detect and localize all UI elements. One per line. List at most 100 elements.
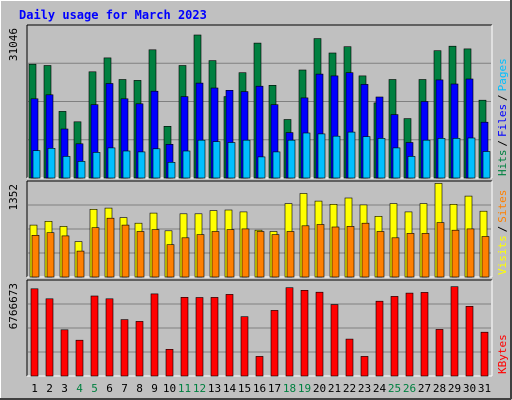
bar-sites-day-31 [481, 236, 490, 278]
bar-pages-day-29 [452, 138, 461, 179]
bar-sites-day-30 [466, 228, 475, 278]
x-tick-label-day-15: 15 [238, 382, 251, 395]
bar-kbytes-day-11 [180, 296, 189, 377]
bar-sites-day-19 [301, 225, 310, 278]
legend-label-visits-0: Visits [496, 235, 509, 275]
bar-pages-day-13 [212, 141, 221, 179]
x-tick-label-day-4: 4 [76, 382, 83, 395]
bar-sites-day-11 [181, 237, 190, 278]
x-tick-label-day-26: 26 [403, 382, 416, 395]
x-tick-label-day-20: 20 [313, 382, 326, 395]
x-tick-label-day-19: 19 [298, 382, 311, 395]
bar-kbytes-day-23 [360, 356, 369, 377]
bar-pages-day-16 [257, 156, 266, 179]
bar-kbytes-day-28 [435, 329, 444, 377]
bar-pages-day-20 [317, 133, 326, 179]
bar-kbytes-day-9 [150, 293, 159, 377]
x-tick-label-day-16: 16 [253, 382, 266, 395]
x-tick-label-day-2: 2 [46, 382, 53, 395]
bar-kbytes-day-8 [135, 321, 144, 377]
bar-pages-day-5 [92, 152, 101, 179]
x-tick-label-day-21: 21 [328, 382, 341, 395]
x-tick-label-day-6: 6 [106, 382, 113, 395]
x-tick-label-day-29: 29 [448, 382, 461, 395]
x-tick-label-day-25: 25 [388, 382, 401, 395]
bar-pages-day-21 [332, 135, 341, 179]
bar-kbytes-day-22 [345, 338, 354, 377]
chart-title: Daily usage for March 2023 [19, 8, 207, 22]
x-tick-label-day-11: 11 [178, 382, 191, 395]
x-tick-label-day-23: 23 [358, 382, 371, 395]
bar-kbytes-day-18 [285, 287, 294, 377]
bar-sites-day-4 [76, 250, 85, 278]
legend-label-hits-0: Hits [496, 150, 509, 177]
bar-pages-day-26 [407, 156, 416, 179]
bar-sites-day-8 [136, 231, 145, 278]
bar-kbytes-day-24 [375, 300, 384, 377]
x-tick-label-day-28: 28 [433, 382, 446, 395]
bar-sites-day-12 [196, 234, 205, 278]
x-tick-label-day-13: 13 [208, 382, 221, 395]
x-tick-label-day-17: 17 [268, 382, 281, 395]
bar-sites-day-29 [451, 229, 460, 278]
bar-pages-day-2 [47, 148, 56, 179]
legend-label-visits-2: Sites [496, 190, 509, 223]
bar-pages-day-30 [467, 137, 476, 179]
bar-kbytes-day-7 [120, 319, 129, 377]
x-tick-label-day-22: 22 [343, 382, 356, 395]
bar-kbytes-day-3 [60, 329, 69, 377]
bar-sites-day-22 [346, 226, 355, 278]
bar-kbytes-day-19 [300, 289, 309, 377]
bar-sites-day-2 [46, 232, 55, 278]
legend-label-kbytes-0: KBytes [496, 334, 509, 374]
bar-sites-day-27 [421, 233, 430, 278]
bar-kbytes-day-29 [450, 286, 459, 377]
bar-sites-day-26 [406, 233, 415, 278]
bar-pages-day-14 [227, 142, 236, 179]
bar-sites-day-17 [271, 234, 280, 278]
x-tick-label-day-31: 31 [478, 382, 491, 395]
bar-pages-day-23 [362, 136, 371, 179]
bar-kbytes-day-25 [390, 296, 399, 377]
x-tick-label-day-7: 7 [121, 382, 128, 395]
bar-pages-day-10 [167, 162, 176, 179]
bar-sites-day-10 [166, 244, 175, 278]
bar-sites-day-20 [316, 224, 325, 278]
legend-label-visits-1: / [496, 226, 509, 233]
x-tick-label-day-8: 8 [136, 382, 143, 395]
bar-sites-day-14 [226, 229, 235, 278]
bar-sites-day-1 [31, 235, 40, 278]
bar-kbytes-day-31 [480, 331, 489, 377]
panel-hits: 31046 Hits / Files / Pages [7, 24, 509, 179]
bar-sites-day-5 [91, 227, 100, 278]
bar-pages-day-31 [482, 151, 491, 179]
bar-sites-day-9 [151, 229, 160, 278]
bar-sites-day-21 [331, 226, 340, 278]
x-tick-label-day-30: 30 [463, 382, 476, 395]
bar-pages-day-1 [32, 150, 41, 179]
bar-kbytes-day-15 [240, 316, 249, 377]
bar-kbytes-day-6 [105, 298, 114, 377]
legend-label-hits-1: / [496, 140, 509, 147]
bar-pages-day-28 [437, 138, 446, 179]
y-max-label-hits: 31046 [7, 28, 20, 61]
bar-pages-day-18 [287, 139, 296, 179]
x-tick-label-day-10: 10 [163, 382, 176, 395]
bar-sites-day-7 [121, 224, 130, 278]
bar-kbytes-day-20 [315, 291, 324, 377]
x-tick-label-day-24: 24 [373, 382, 387, 395]
x-tick-label-day-1: 1 [31, 382, 38, 395]
bar-kbytes-day-10 [165, 348, 174, 377]
bar-pages-day-4 [77, 161, 86, 179]
bar-kbytes-day-21 [330, 304, 339, 377]
y-max-label-visits: 1352 [7, 184, 20, 211]
bar-kbytes-day-16 [255, 356, 264, 377]
bar-pages-day-25 [392, 147, 401, 179]
bar-pages-day-9 [152, 148, 161, 179]
bar-pages-day-11 [182, 150, 191, 179]
bar-pages-day-15 [242, 139, 251, 179]
bar-pages-day-7 [122, 150, 131, 179]
bar-kbytes-day-5 [90, 295, 99, 377]
bar-sites-day-24 [376, 231, 385, 278]
